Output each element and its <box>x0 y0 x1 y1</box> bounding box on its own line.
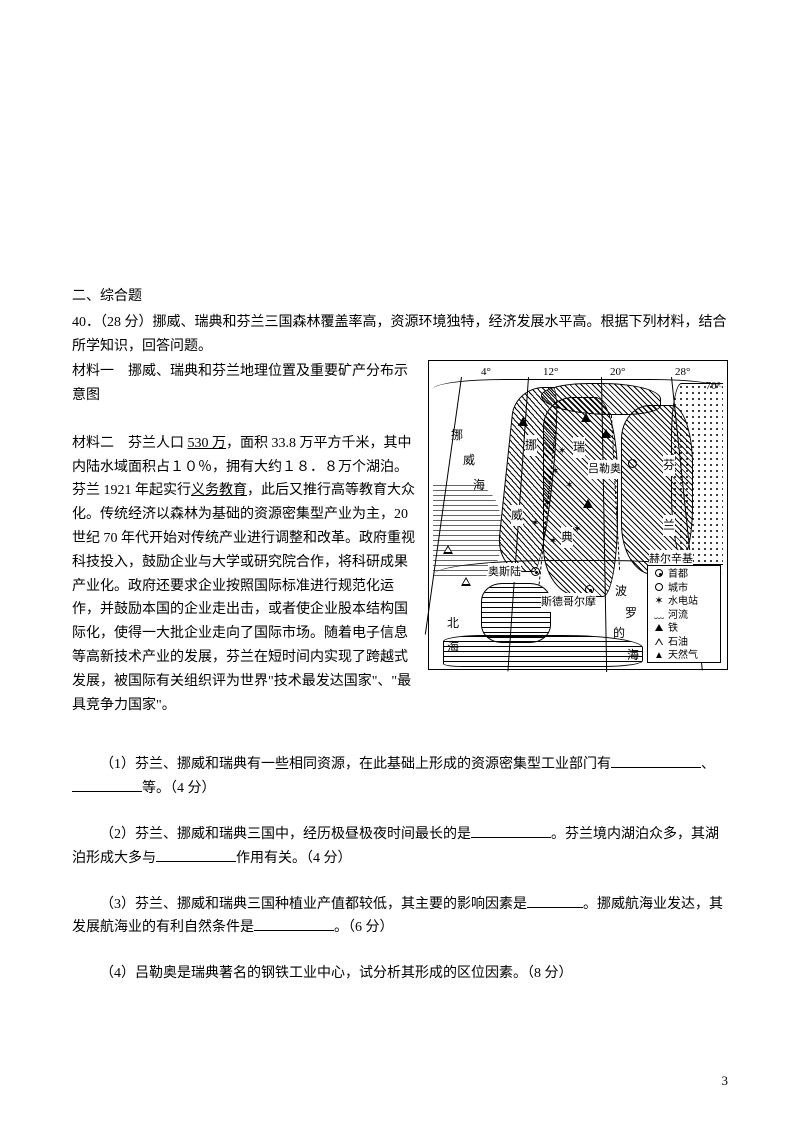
hydro-icon: ✶ <box>549 533 557 550</box>
underlined-value: 义务教育 <box>191 483 247 498</box>
section-header: 二、综合题 <box>72 285 728 309</box>
hydro-icon: ✶ <box>650 595 668 609</box>
label-baltic: 的 <box>613 623 625 643</box>
label-norway: 威 <box>511 505 523 525</box>
label-baltic: 罗 <box>625 603 637 623</box>
city-icon <box>650 582 668 596</box>
legend-row: 首都 <box>650 568 718 582</box>
hydro-icon: ✶ <box>573 521 581 538</box>
material-3-rest: ，此后又推行高等教育大众化。传统经济以森林为基础的资源密集型产业为主，20 世纪… <box>72 483 415 712</box>
label-norwegian-sea: 挪 <box>451 425 463 445</box>
capital-icon <box>531 565 540 582</box>
iron-icon <box>650 622 668 636</box>
iron-icon <box>518 415 528 432</box>
hydro-icon: ✶ <box>551 463 559 480</box>
question-40-intro: 40．（28 分）挪威、瑞典和芬兰三国森林覆盖率高，资源环境独特，经济发展水平高… <box>72 311 728 359</box>
label-north-sea: 北 <box>447 613 459 633</box>
sub-question-4: （4）吕勒奥是瑞典著名的钢铁工业中心，试分析其形成的区位因素。（8 分） <box>72 962 728 986</box>
legend-row: 城市 <box>650 582 718 596</box>
legend-row: 石油 <box>650 636 718 650</box>
label-norwegian-sea: 海 <box>473 475 485 495</box>
q3-prefix: （3）芬兰、挪威和瑞典三国种植业产值都较低，其主要的影响因素是 <box>100 897 527 912</box>
material-block: 4° 12° 20° 28° 70° 60° <box>72 360 728 717</box>
q3-suffix: 。（6 分） <box>334 920 394 935</box>
legend-label: 城市 <box>668 582 688 596</box>
material-2-prefix: 材料二 芬兰人口 <box>72 436 188 451</box>
oil-icon <box>650 636 668 650</box>
legend-label: 铁 <box>668 622 678 636</box>
q1-suffix: 等。（4 分） <box>142 781 216 796</box>
city-icon <box>628 457 637 474</box>
label-oslo: 奥斯陆 <box>488 563 521 582</box>
answer-blank[interactable] <box>611 754 701 768</box>
hydro-icon: ✶ <box>565 477 573 494</box>
region-denmark <box>481 583 551 643</box>
legend-row: ✶水电站 <box>650 595 718 609</box>
label-finland: 兰 <box>663 515 675 535</box>
iron-icon <box>581 411 591 428</box>
legend-label: 天然气 <box>668 649 698 663</box>
gas-icon: ▲ <box>650 649 668 663</box>
map-legend: 首都 城市 ✶水电站 ﹏河流 铁 石油 ▲天然气 <box>647 565 721 663</box>
label-norwegian-sea: 威 <box>463 450 475 470</box>
oil-icon <box>443 543 453 560</box>
q1-prefix: （1）芬兰、挪威和瑞典有一些相同资源，在此基础上形成的资源密集型工业部门有 <box>100 757 611 772</box>
label-north-sea: 海 <box>447 637 459 657</box>
answer-blank[interactable] <box>471 824 551 838</box>
hydro-icon: ✶ <box>531 515 539 532</box>
legend-row: 铁 <box>650 622 718 636</box>
q2-prefix: （2）芬兰、挪威和瑞典三国中，经历极昼极夜时间最长的是 <box>100 827 471 842</box>
map-inner: 4° 12° 20° 28° 70° 60° <box>433 365 723 665</box>
hydro-icon: ✶ <box>543 495 551 512</box>
label-stockholm: 斯德哥尔摩 <box>541 593 596 612</box>
clear-spacer <box>72 719 728 731</box>
hydro-icon: ✶ <box>558 443 566 460</box>
capital-icon <box>650 568 668 582</box>
label-norway: 挪 <box>525 435 537 455</box>
answer-blank[interactable] <box>156 848 236 862</box>
label-baltic: 波 <box>615 581 627 601</box>
legend-row: ﹏河流 <box>650 609 718 623</box>
label-baltic: 海 <box>627 645 639 665</box>
legend-label: 首都 <box>668 568 688 582</box>
q2-suffix: 作用有关。（4 分） <box>236 851 352 866</box>
label-sweden: 典 <box>561 527 573 547</box>
answer-blank[interactable] <box>72 778 142 792</box>
legend-label: 河流 <box>668 609 688 623</box>
label-sweden: 瑞 <box>573 437 585 457</box>
sub-question-3: （3）芬兰、挪威和瑞典三国种植业产值都较低，其主要的影响因素是。挪威航海业发达，… <box>72 893 728 941</box>
label-lulea: 吕勒奥 <box>588 460 621 479</box>
oil-icon <box>461 575 471 592</box>
iron-icon <box>601 427 611 444</box>
sub-question-1: （1）芬兰、挪威和瑞典有一些相同资源，在此基础上形成的资源密集型工业部门有、等。… <box>72 753 728 801</box>
sub-question-2: （2）芬兰、挪威和瑞典三国中，经历极昼极夜时间最长的是。芬兰境内湖泊众多，其湖泊… <box>72 823 728 871</box>
answer-blank[interactable] <box>527 894 583 908</box>
page-number: 3 <box>722 1070 729 1092</box>
label-finland: 芬 <box>663 455 675 475</box>
material-3-prefix: 芬兰 1921 年起实行 <box>72 483 191 498</box>
river-icon: ﹏ <box>650 609 668 623</box>
legend-label: 水电站 <box>668 595 698 609</box>
iron-icon <box>583 497 593 514</box>
answer-blank[interactable] <box>254 917 334 931</box>
legend-label: 石油 <box>668 636 688 650</box>
legend-row: ▲天然气 <box>650 649 718 663</box>
underlined-value: 530 万 <box>188 436 227 451</box>
scandinavia-map: 4° 12° 20° 28° 70° 60° <box>428 360 728 670</box>
